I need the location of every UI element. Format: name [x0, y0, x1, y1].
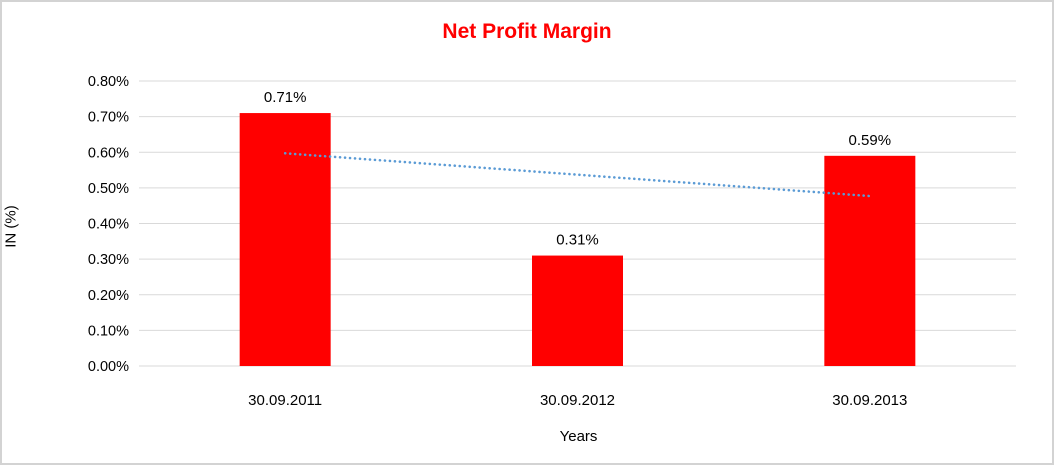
x-axis-title: Years	[559, 428, 598, 445]
y-tick-label: 0.70%	[88, 110, 129, 126]
y-tick-label: 0.40%	[88, 217, 129, 233]
bar	[532, 255, 623, 366]
chart-title: Net Profit Margin	[442, 20, 612, 43]
trendline	[283, 152, 872, 198]
y-tick-label: 0.30%	[88, 252, 129, 268]
y-tick-label: 0.00%	[88, 359, 129, 375]
x-category-label: 30.09.2011	[248, 392, 322, 409]
bar-value-label: 0.59%	[849, 132, 892, 149]
x-category-label: 30.09.2013	[832, 392, 907, 409]
x-category-label: 30.09.2012	[540, 392, 615, 409]
bar-value-label: 0.31%	[556, 232, 599, 249]
y-tick-label: 0.60%	[88, 145, 129, 161]
bar-value-label: 0.71%	[264, 89, 307, 106]
y-tick-label: 0.10%	[88, 323, 129, 339]
y-tick-label: 0.20%	[88, 288, 129, 304]
y-tick-label: 0.80%	[88, 74, 129, 90]
y-axis-title: IN (%)	[2, 205, 20, 248]
y-tick-label: 0.50%	[88, 181, 129, 197]
bar	[824, 155, 916, 366]
bar	[239, 113, 331, 366]
